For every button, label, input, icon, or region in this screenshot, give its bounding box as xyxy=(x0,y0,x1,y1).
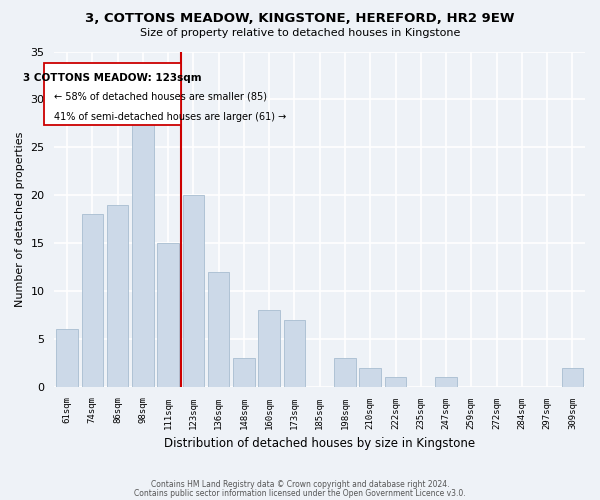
Bar xyxy=(157,243,179,386)
Bar xyxy=(56,329,78,386)
Bar xyxy=(334,358,356,386)
Text: ← 58% of detached houses are smaller (85): ← 58% of detached houses are smaller (85… xyxy=(55,92,268,102)
Bar xyxy=(435,377,457,386)
Text: 3, COTTONS MEADOW, KINGSTONE, HEREFORD, HR2 9EW: 3, COTTONS MEADOW, KINGSTONE, HEREFORD, … xyxy=(85,12,515,26)
Bar xyxy=(107,204,128,386)
Text: 41% of semi-detached houses are larger (61) →: 41% of semi-detached houses are larger (… xyxy=(55,112,287,122)
Text: 3 COTTONS MEADOW: 123sqm: 3 COTTONS MEADOW: 123sqm xyxy=(23,74,202,84)
Bar xyxy=(132,109,154,386)
Bar xyxy=(259,310,280,386)
Text: Contains public sector information licensed under the Open Government Licence v3: Contains public sector information licen… xyxy=(134,488,466,498)
Text: Size of property relative to detached houses in Kingstone: Size of property relative to detached ho… xyxy=(140,28,460,38)
FancyBboxPatch shape xyxy=(44,63,181,125)
Bar xyxy=(562,368,583,386)
Bar xyxy=(385,377,406,386)
X-axis label: Distribution of detached houses by size in Kingstone: Distribution of detached houses by size … xyxy=(164,437,475,450)
Y-axis label: Number of detached properties: Number of detached properties xyxy=(15,132,25,307)
Bar xyxy=(284,320,305,386)
Bar xyxy=(359,368,381,386)
Bar xyxy=(182,195,204,386)
Text: Contains HM Land Registry data © Crown copyright and database right 2024.: Contains HM Land Registry data © Crown c… xyxy=(151,480,449,489)
Bar xyxy=(233,358,254,386)
Bar xyxy=(82,214,103,386)
Bar xyxy=(208,272,229,386)
